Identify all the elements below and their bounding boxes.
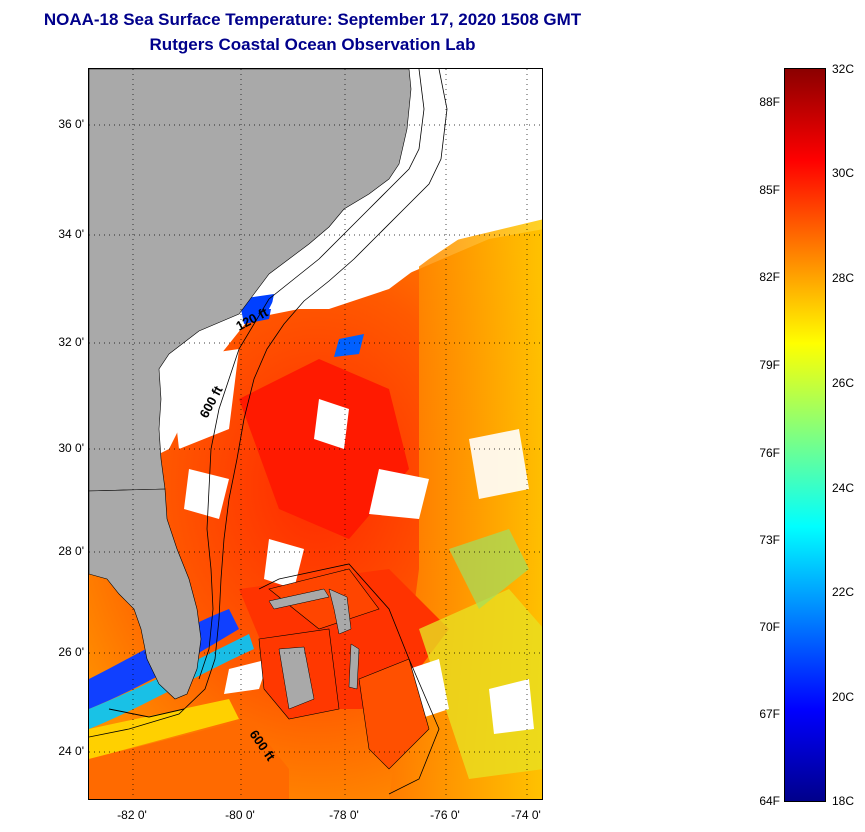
contour-600ft-bahamas [258,563,440,795]
lat-label-36: 36 0' [58,117,84,131]
land-us-southeast [89,69,412,492]
lon-label-80: -80 0' [225,808,255,822]
colorbar-label-64f: 64F [759,794,780,808]
cloud-patch-8 [224,659,269,694]
cloud-patch-2 [314,399,349,449]
grand-bahama-island [268,588,330,610]
bahamas-islands [268,588,360,710]
chart-title: NOAA-18 Sea Surface Temperature: Septemb… [43,10,582,29]
lat-label-28: 28 0' [58,544,84,558]
colorbar-label-26c: 26C [832,376,855,390]
chart-subtitle: Rutgers Coastal Ocean Observation Lab [149,35,476,54]
sst-keys-yellow [89,699,239,759]
lat-label-30: 30 0' [58,441,84,455]
colorbar-label-20c: 20C [832,690,855,704]
colorbar-label-67f: 67F [759,707,780,721]
lon-label-78: -78 0' [329,808,359,822]
colorbar-label-88f: 88F [759,95,780,109]
bathymetry-contours [89,69,448,795]
land-florida [89,488,202,700]
lon-label-74: -74 0' [511,808,541,822]
lat-label-26: 26 0' [58,645,84,659]
lat-label-24: 24 0' [58,744,84,758]
cloud-patch-3 [369,469,429,519]
sst-map-svg: 120 ft 600 ft 600 ft [89,69,542,799]
cloud-patch-1 [169,349,239,449]
temperature-colorbar [784,68,826,802]
lat-label-32: 32 0' [58,335,84,349]
contour-600ft [89,69,448,738]
colorbar-label-73f: 73F [759,533,780,547]
bahamas-bank-north [268,568,380,630]
sst-east-green-patch [449,529,529,609]
bahamas-bank-east [358,658,430,770]
colorbar-label-70f: 70F [759,620,780,634]
bahamas-banks [258,568,430,770]
colorbar-label-22c: 22C [832,585,855,599]
sst-north-cold-blue-2 [334,334,364,357]
sst-map: 120 ft 600 ft 600 ft [88,68,543,800]
andros-island [278,646,315,710]
colorbar-label-32c: 32C [832,62,855,76]
colorbar-label-82f: 82F [759,270,780,284]
colorbar-label-28c: 28C [832,271,855,285]
lat-label-34: 34 0' [58,227,84,241]
abaco-island [328,588,352,635]
lon-label-82: -82 0' [117,808,147,822]
colorbar-label-30c: 30C [832,166,855,180]
colorbar-label-79f: 79F [759,358,780,372]
cloud-patch-4 [184,469,229,519]
sst-gulf-orange [89,719,289,799]
colorbar-label-76f: 76F [759,446,780,460]
cloud-cover [169,69,542,734]
graticule [89,69,542,799]
colorbar-label-18c: 18C [832,794,855,808]
cloud-patch-5 [469,429,529,499]
lon-label-76: -76 0' [430,808,460,822]
cloud-patch-6 [264,539,304,589]
colorbar-label-24c: 24C [832,481,855,495]
eleuthera-island [348,643,360,690]
contour-120ft [198,69,425,680]
florida-keys [108,708,185,718]
colorbar-label-85f: 85F [759,183,780,197]
cloud-patch-9 [489,679,534,734]
